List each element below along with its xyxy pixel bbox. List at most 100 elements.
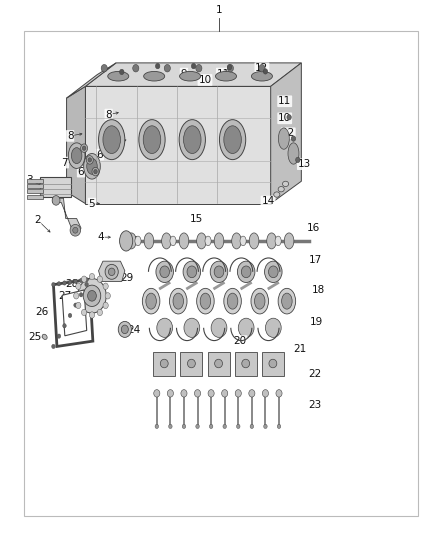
FancyBboxPatch shape [27,189,43,193]
Ellipse shape [249,233,259,249]
Polygon shape [67,86,85,204]
Ellipse shape [184,126,201,154]
Text: 8: 8 [67,131,74,141]
Circle shape [169,424,172,429]
Circle shape [155,424,159,429]
Circle shape [79,293,83,297]
Ellipse shape [214,233,224,249]
Circle shape [76,302,81,309]
Circle shape [287,115,291,120]
Circle shape [194,390,201,397]
Circle shape [97,276,102,282]
Circle shape [103,302,108,309]
Circle shape [81,144,88,152]
Text: 12: 12 [282,128,295,138]
Ellipse shape [144,233,154,249]
Text: 19: 19 [310,318,323,327]
Ellipse shape [160,359,168,368]
Circle shape [235,390,241,397]
Ellipse shape [179,120,205,160]
Ellipse shape [144,71,165,81]
Ellipse shape [215,359,223,368]
Circle shape [263,69,268,74]
Ellipse shape [170,236,176,246]
Circle shape [68,313,72,318]
Ellipse shape [237,261,255,282]
Text: 29: 29 [120,273,134,283]
Text: 9: 9 [180,69,187,78]
Ellipse shape [215,71,237,81]
Circle shape [259,64,265,72]
Ellipse shape [210,261,228,282]
Ellipse shape [232,233,241,249]
Text: 2: 2 [34,215,41,224]
Polygon shape [85,63,301,86]
Circle shape [79,278,83,282]
Ellipse shape [241,266,251,278]
Circle shape [82,146,86,150]
Ellipse shape [183,261,201,282]
Text: 25: 25 [28,332,42,342]
Ellipse shape [224,126,241,154]
Text: 14: 14 [261,197,275,206]
Ellipse shape [275,236,281,246]
Text: 28: 28 [66,279,79,288]
Polygon shape [53,198,81,233]
Polygon shape [85,86,271,204]
Circle shape [81,276,87,282]
Circle shape [81,309,87,316]
Ellipse shape [105,264,118,279]
Circle shape [155,63,160,69]
Circle shape [249,390,255,397]
Ellipse shape [282,293,292,309]
Circle shape [68,280,72,284]
Polygon shape [67,63,116,98]
Ellipse shape [121,325,128,334]
Circle shape [209,424,213,429]
Ellipse shape [242,359,250,368]
Ellipse shape [87,158,97,174]
Circle shape [296,157,300,163]
Ellipse shape [127,233,136,249]
Text: 10: 10 [198,75,212,85]
Polygon shape [99,261,125,281]
Circle shape [74,303,77,307]
FancyBboxPatch shape [27,179,43,183]
Circle shape [89,273,95,280]
Circle shape [277,424,281,429]
Circle shape [227,64,233,72]
Circle shape [191,63,196,69]
Ellipse shape [68,143,85,168]
Text: 24: 24 [127,326,140,335]
FancyBboxPatch shape [235,352,257,376]
Ellipse shape [179,233,189,249]
Ellipse shape [108,71,129,81]
Circle shape [276,390,282,397]
Text: 1: 1 [215,5,223,15]
Circle shape [103,283,108,289]
Text: 7: 7 [61,158,68,167]
Circle shape [264,424,267,429]
Text: 14: 14 [126,236,139,246]
Circle shape [167,390,173,397]
Ellipse shape [211,318,227,337]
Circle shape [74,293,79,299]
Circle shape [105,293,110,299]
Ellipse shape [88,290,96,301]
Ellipse shape [283,181,289,187]
Ellipse shape [274,192,280,197]
Text: 21: 21 [293,344,307,354]
Ellipse shape [42,334,47,340]
Ellipse shape [120,231,133,251]
Text: 16: 16 [307,223,320,233]
FancyBboxPatch shape [27,184,43,188]
Ellipse shape [135,236,141,246]
Circle shape [57,281,61,286]
Ellipse shape [109,268,115,276]
Text: 5: 5 [88,199,95,208]
Ellipse shape [197,233,206,249]
Circle shape [52,344,55,349]
Circle shape [97,309,102,316]
Circle shape [120,69,124,75]
Text: 26: 26 [35,307,48,317]
